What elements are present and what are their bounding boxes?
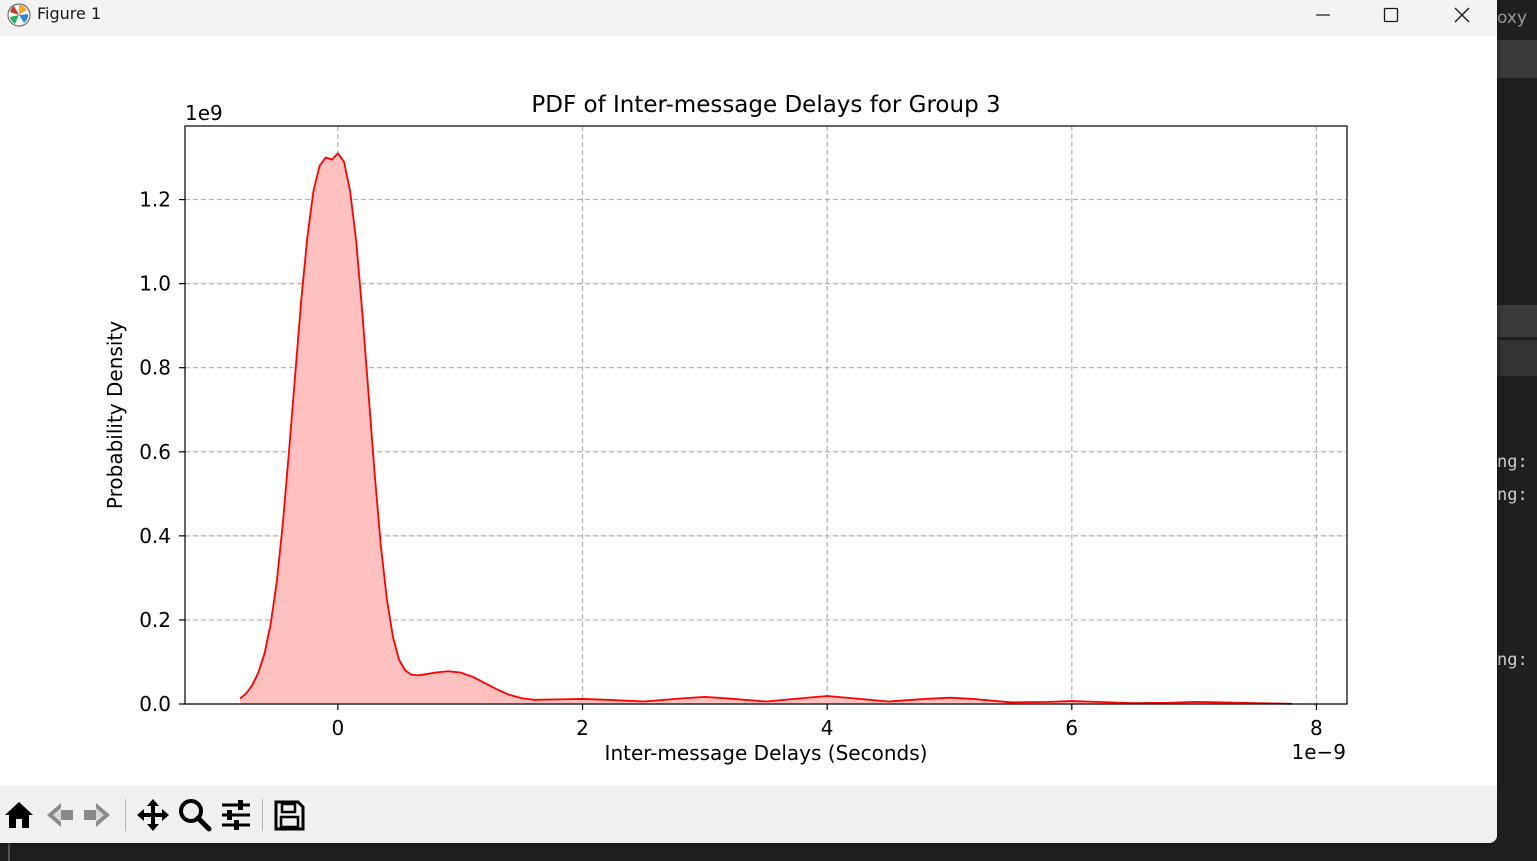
x-tick-label: 2 <box>576 716 589 740</box>
forward-button[interactable] <box>78 796 116 834</box>
y-tick-label: 1.2 <box>139 188 171 212</box>
background-text-fragment: ng: <box>1497 485 1528 505</box>
zoom-magnifier-icon <box>179 799 212 832</box>
y-tick-label: 0.2 <box>139 608 171 632</box>
zoom-button[interactable] <box>176 796 214 834</box>
y-axis-ticks: 0.0 0.2 0.4 0.6 0.8 1.0 1.2 <box>139 188 185 716</box>
maximize-button[interactable] <box>1356 0 1426 30</box>
configure-subplots-button[interactable] <box>217 796 255 834</box>
maximize-icon <box>1383 7 1399 23</box>
matplotlib-app-icon <box>7 3 31 27</box>
navigation-toolbar <box>0 786 1497 843</box>
x-tick-label: 8 <box>1310 716 1323 740</box>
y-axis-label: Probability Density <box>103 321 127 509</box>
window-title: Figure 1 <box>37 4 102 23</box>
background-panel-band <box>1497 340 1537 376</box>
plot-canvas[interactable]: 0 2 4 6 8 0.0 0.2 0.4 0.6 0.8 1.0 1.2 PDF of Inter… <box>0 36 1497 786</box>
background-text-fragment: oxy <box>1497 8 1527 28</box>
toolbar-separator <box>125 799 126 831</box>
home-button[interactable] <box>0 796 38 834</box>
forward-arrow-icon <box>84 803 110 827</box>
x-axis-ticks: 0 2 4 6 8 <box>332 704 1323 740</box>
kde-chart: 0 2 4 6 8 0.0 0.2 0.4 0.6 0.8 1.0 1.2 PDF of Inter… <box>103 92 1348 765</box>
minimize-icon <box>1316 14 1330 16</box>
toolbar-separator <box>262 799 263 831</box>
minimize-button[interactable] <box>1288 0 1358 30</box>
pan-button[interactable] <box>134 796 172 834</box>
back-button[interactable] <box>41 796 79 834</box>
x-axis-label: Inter-message Delays (Seconds) <box>605 741 928 765</box>
axes-frame <box>184 125 1348 705</box>
home-icon <box>5 802 33 828</box>
background-app: oxy ng: ng: ng: <box>1497 0 1537 861</box>
x-tick-label: 4 <box>821 716 834 740</box>
background-bottom-strip <box>0 843 1537 861</box>
background-panel-band <box>1497 40 1537 78</box>
background-text-fragment: ng: <box>1497 650 1528 670</box>
y-tick-label: 0.8 <box>139 356 171 380</box>
pan-move-icon <box>137 799 169 831</box>
background-panel-band <box>1497 305 1537 337</box>
chart-title: PDF of Inter-message Delays for Group 3 <box>531 92 1000 118</box>
y-tick-label: 0.4 <box>139 524 171 548</box>
y-tick-label: 0.0 <box>139 692 171 716</box>
back-arrow-icon <box>47 803 73 827</box>
density-curve-line <box>239 152 1292 705</box>
background-text-fragment: ng: <box>1497 452 1528 472</box>
y-axis-offset-label: 1e9 <box>185 101 223 125</box>
y-tick-label: 1.0 <box>139 272 171 296</box>
save-button[interactable] <box>270 796 308 834</box>
y-tick-label: 0.6 <box>139 440 171 464</box>
title-bar[interactable]: Figure 1 <box>0 0 1497 36</box>
configure-subplots-icon <box>222 800 250 830</box>
close-button[interactable] <box>1427 0 1497 30</box>
figure-window: Figure 1 0 2 4 6 8 0.0 0.2 0.4 0.6 0.8 1.0 1.2 PDF… <box>0 0 1497 843</box>
close-icon <box>1454 7 1470 23</box>
save-floppy-icon <box>274 800 305 831</box>
density-area-fill <box>240 153 1292 704</box>
x-tick-label: 0 <box>332 716 345 740</box>
x-tick-label: 6 <box>1065 716 1078 740</box>
x-axis-offset-label: 1e−9 <box>1291 740 1346 764</box>
